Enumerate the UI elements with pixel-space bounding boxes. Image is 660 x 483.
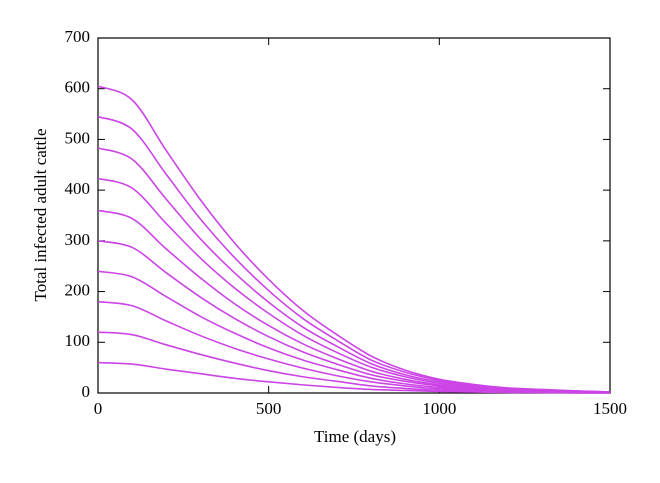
y-axis-label: Total infected adult cattle (31, 129, 50, 302)
x-tick-label: 500 (256, 399, 282, 418)
y-tick-label: 400 (65, 179, 91, 198)
y-tick-label: 700 (65, 27, 91, 46)
y-tick-label: 0 (82, 382, 91, 401)
y-tick-label: 100 (65, 331, 91, 350)
series-line (97, 270, 611, 394)
y-tick-label: 200 (65, 280, 91, 299)
series-line (97, 115, 611, 393)
y-tick-label: 500 (65, 128, 91, 147)
series-line (97, 331, 611, 394)
x-tick-label: 1500 (593, 399, 627, 418)
x-tick-label: 1000 (422, 399, 456, 418)
plot-frame (97, 37, 611, 394)
x-axis-label: Time (days) (314, 427, 396, 446)
x-tick-label: 0 (94, 399, 103, 418)
y-tick-label: 300 (65, 230, 91, 249)
y-tick-label: 600 (65, 78, 91, 97)
series-line (97, 85, 611, 393)
